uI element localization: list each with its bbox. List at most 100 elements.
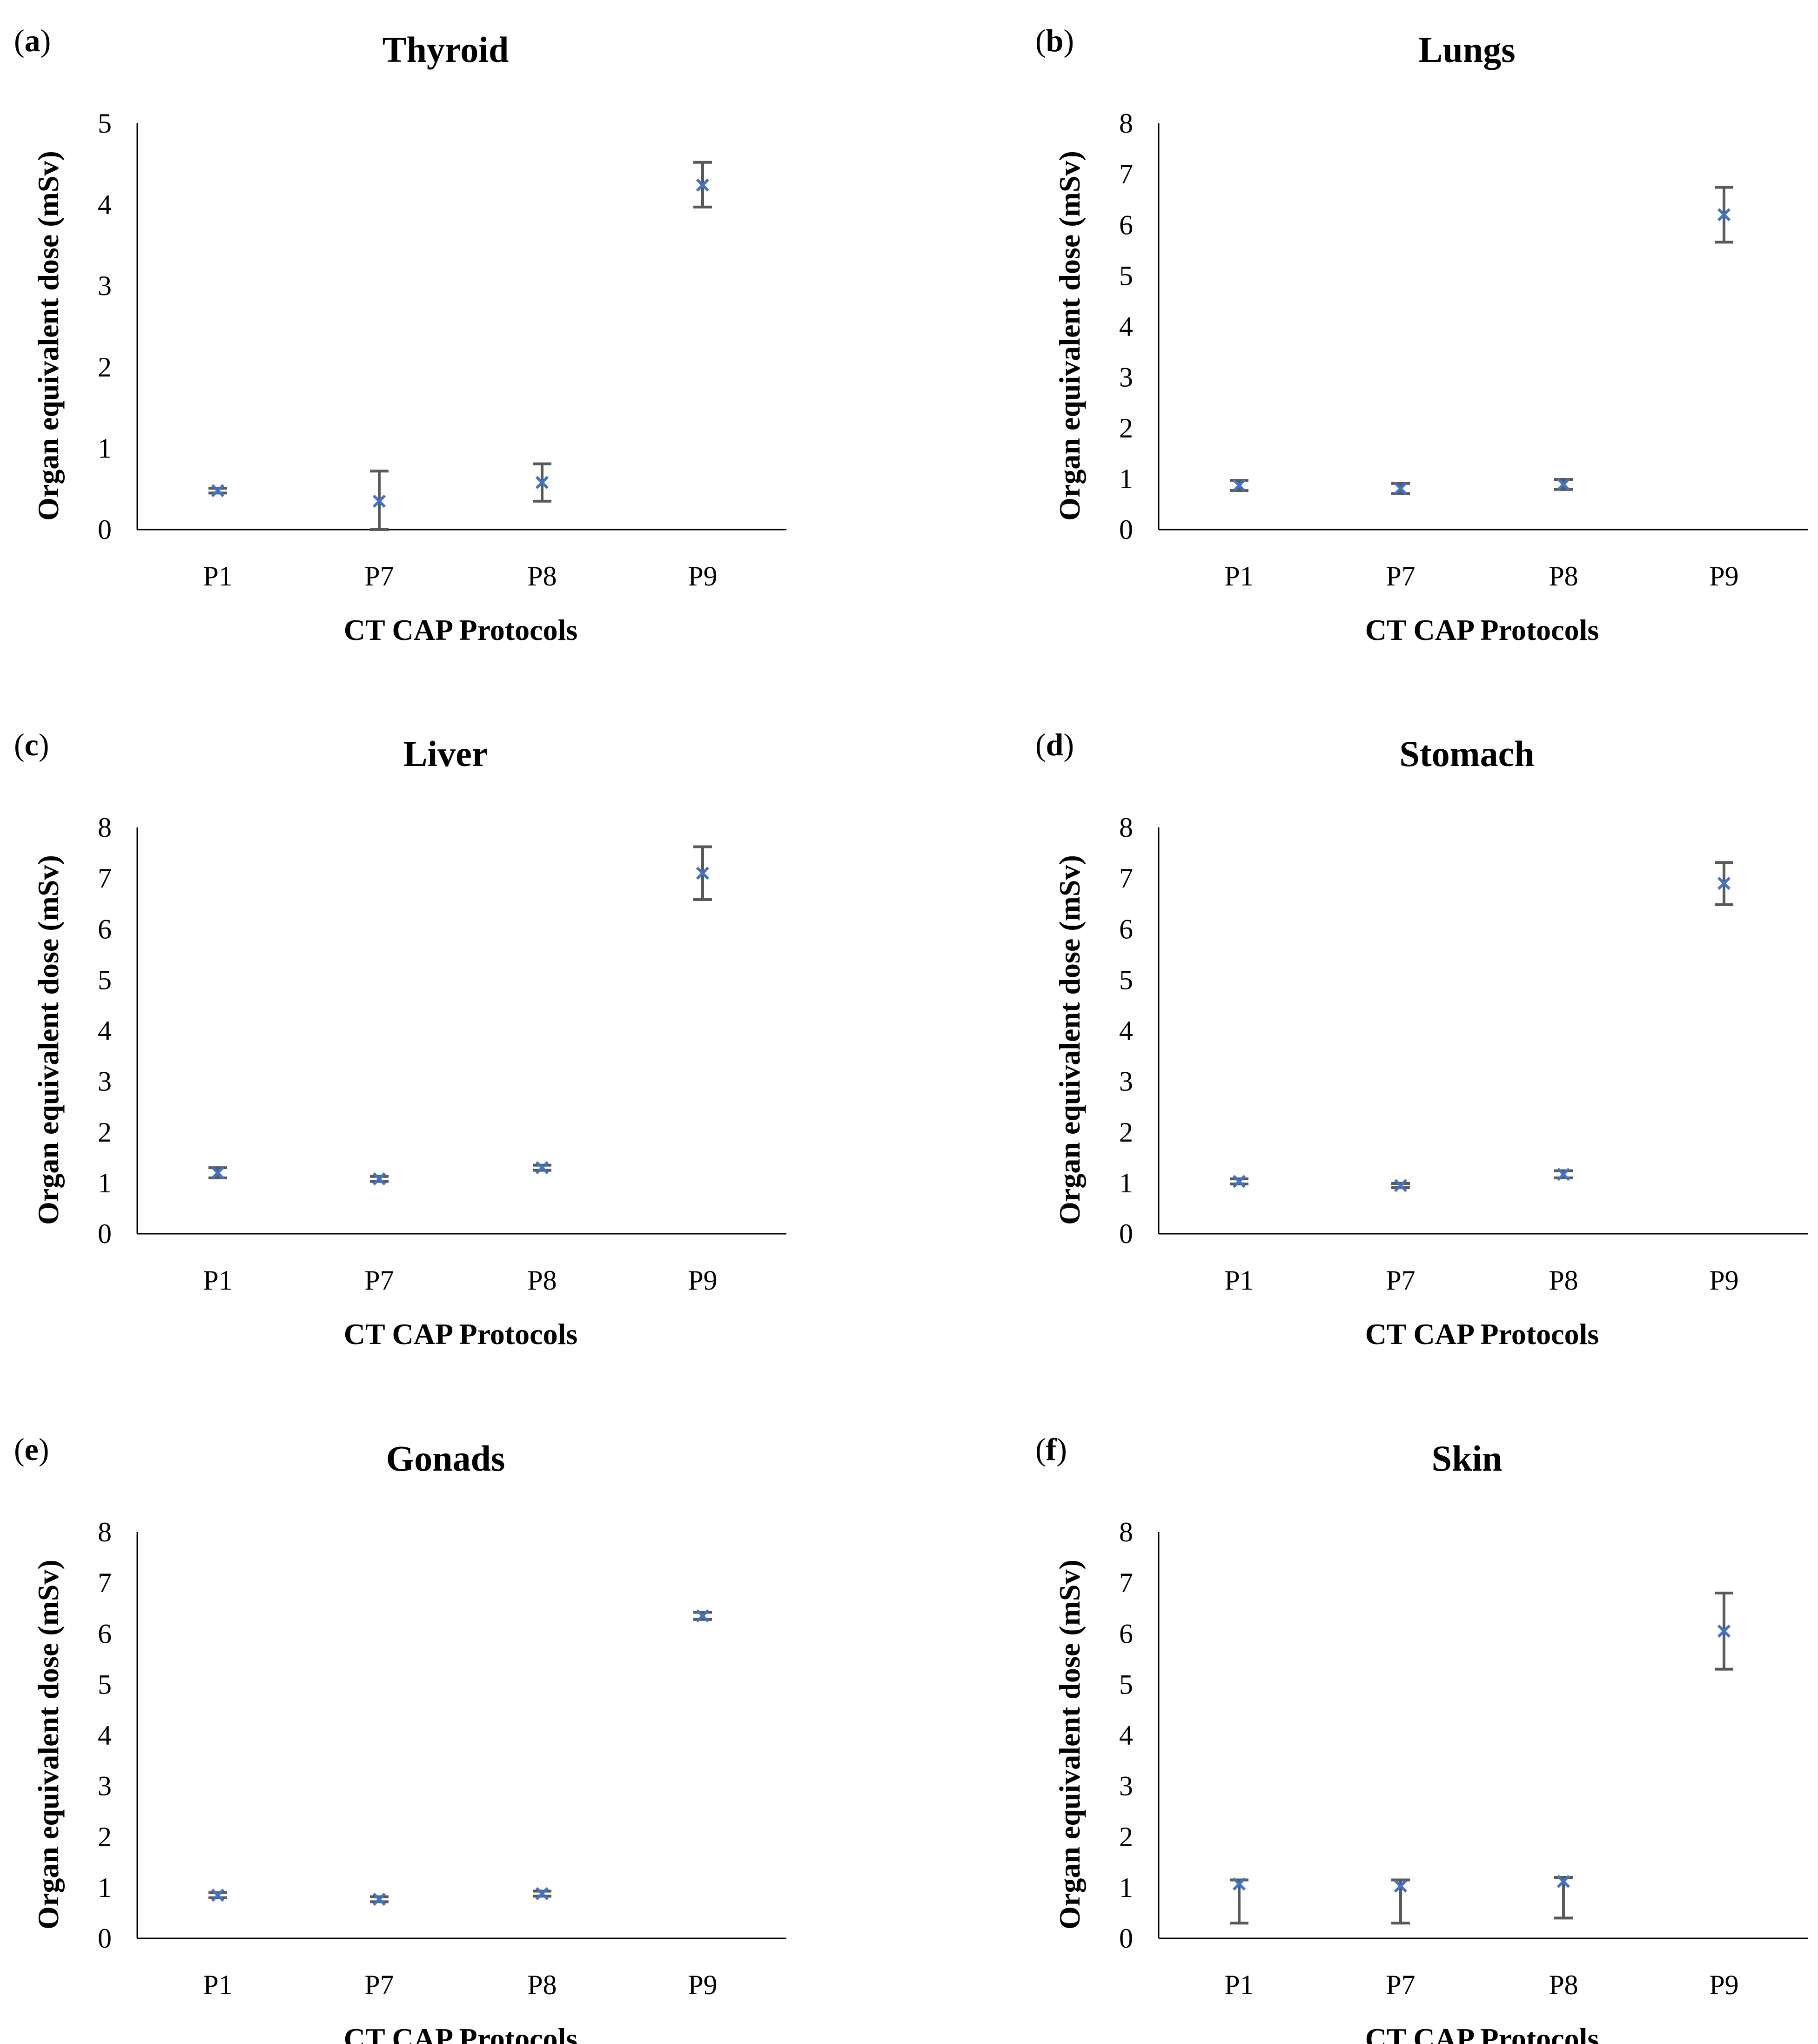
y-tick-label: 6: [1119, 914, 1133, 944]
x-axis-label: CT CAP Protocols: [1365, 2022, 1599, 2044]
y-tick-label: 5: [98, 964, 112, 995]
panel-label: (b): [1035, 23, 1074, 58]
y-tick-label: 1: [1119, 1872, 1133, 1903]
data-point-p9: [696, 867, 710, 880]
x-tick-label: P1: [203, 1265, 232, 1296]
x-tick-label: P9: [1709, 561, 1738, 592]
x-tick-label: P9: [688, 1970, 717, 2000]
data-point-p8: [535, 1161, 549, 1175]
chart-title: Stomach: [1399, 733, 1534, 774]
y-tick-label: 2: [1119, 1117, 1133, 1148]
marker-stroke: [1556, 1875, 1570, 1888]
y-tick-label: 5: [1119, 1669, 1133, 1700]
y-tick-label: 2: [98, 1822, 112, 1852]
data-point-p9: [696, 1609, 710, 1623]
y-tick-label: 3: [1119, 362, 1133, 393]
marker-stroke: [535, 476, 549, 489]
y-tick-label: 8: [98, 1517, 112, 1547]
y-axis-label: Organ equivalent dose (mSv): [32, 1560, 65, 1930]
x-tick-label: P8: [527, 1970, 557, 2000]
y-tick-label: 1: [1119, 464, 1133, 494]
x-tick-label: P1: [203, 561, 232, 592]
y-tick-label: 4: [98, 1720, 112, 1751]
panel-label: (e): [14, 1432, 49, 1467]
y-tick-label: 2: [98, 1117, 112, 1148]
y-tick-label: 8: [98, 812, 112, 843]
marker-stroke: [696, 1609, 710, 1623]
x-tick-label: P8: [1549, 561, 1578, 592]
marker-stroke: [696, 867, 710, 880]
y-tick-label: 0: [98, 1923, 112, 1954]
y-axis-label: Organ equivalent dose (mSv): [1053, 151, 1086, 521]
panel-label: (f): [1035, 1432, 1067, 1467]
data-point-p7: [1394, 1879, 1408, 1893]
y-tick-label: 1: [98, 433, 112, 464]
y-tick-label: 6: [1119, 1618, 1133, 1649]
x-tick-label: P7: [364, 1265, 394, 1296]
y-tick-label: 4: [1119, 1015, 1133, 1046]
y-tick-label: 3: [98, 1771, 112, 1802]
chart-panel-a: (a) Thyroid 0 1 2 3 4 5 P1 P7 P8 P9 CT CAP Protocols…: [14, 23, 786, 646]
x-axis-label: CT CAP Protocols: [344, 2022, 578, 2044]
data-point-p1: [211, 1889, 225, 1902]
y-axis-label: Organ equivalent dose (mSv): [1053, 855, 1086, 1225]
y-tick-label: 5: [98, 108, 112, 139]
y-tick-label: 1: [1119, 1168, 1133, 1198]
y-tick-label: 1: [98, 1872, 112, 1903]
y-tick-label: 4: [98, 189, 112, 220]
x-tick-label: P7: [1386, 1970, 1415, 2000]
data-point-p1: [1232, 1175, 1246, 1188]
chart-panel-b: (b) Lungs 0 1 2 3 4 5 6 7 8 P1 P7 P8 P9 CT CAP Protocol…: [1035, 23, 1808, 646]
x-tick-label: P8: [1549, 1970, 1578, 2000]
y-tick-label: 8: [1119, 812, 1133, 843]
x-tick-label: P9: [1709, 1265, 1738, 1296]
data-point-p7: [1394, 482, 1408, 495]
y-tick-label: 2: [98, 352, 112, 383]
x-tick-label: P1: [203, 1970, 232, 2000]
y-tick-label: 6: [98, 1618, 112, 1649]
y-tick-label: 3: [1119, 1771, 1133, 1802]
y-tick-label: 4: [1119, 1720, 1133, 1751]
y-tick-label: 5: [1119, 964, 1133, 995]
y-tick-label: 6: [1119, 209, 1133, 240]
y-tick-label: 4: [98, 1015, 112, 1046]
y-tick-label: 0: [98, 1218, 112, 1249]
y-tick-label: 7: [1119, 1567, 1133, 1598]
data-point-p9: [1717, 1624, 1731, 1638]
data-point-p8: [1556, 477, 1570, 491]
chart-panel-f: (f) Skin 0 1 2 3 4 5 6 7 8 P1 P7 P8 P9 CT CAP Protocols…: [1035, 1432, 1808, 2044]
data-point-p1: [211, 1166, 225, 1180]
y-tick-label: 3: [98, 1066, 112, 1097]
chart-title: Skin: [1432, 1438, 1503, 1479]
marker-stroke: [1717, 208, 1731, 222]
y-tick-label: 0: [98, 514, 112, 545]
marker-stroke: [1232, 1877, 1246, 1891]
x-axis-label: CT CAP Protocols: [344, 613, 578, 646]
marker-stroke: [372, 1892, 386, 1906]
x-tick-label: P7: [1386, 1265, 1415, 1296]
panel-label: (a): [14, 23, 51, 58]
y-tick-label: 5: [1119, 260, 1133, 291]
data-point-p7: [1394, 1179, 1408, 1192]
x-tick-label: P8: [527, 561, 557, 592]
x-axis-label: CT CAP Protocols: [344, 1318, 578, 1351]
y-tick-label: 0: [1119, 1923, 1133, 1954]
panel-label: (d): [1035, 727, 1074, 762]
marker-stroke: [1556, 1168, 1570, 1181]
y-tick-label: 8: [1119, 108, 1133, 139]
chart-panel-d: (d) Stomach 0 1 2 3 4 5 6 7 8 P1 P7 P8 P9 CT CAP Protoc…: [1035, 727, 1808, 1351]
y-tick-label: 2: [1119, 1822, 1133, 1852]
x-tick-label: P8: [527, 1265, 557, 1296]
chart-panel-c: (c) Liver 0 1 2 3 4 5 6 7 8 P1 P7 P8 P9 CT CAP Protocol…: [14, 727, 786, 1351]
data-point-p9: [1717, 208, 1731, 222]
x-tick-label: P1: [1224, 561, 1254, 592]
marker-stroke: [211, 484, 225, 498]
x-tick-label: P9: [1709, 1970, 1738, 2000]
x-axis-label: CT CAP Protocols: [1365, 613, 1599, 646]
data-point-p7: [372, 1172, 386, 1186]
y-tick-label: 7: [1119, 159, 1133, 189]
x-tick-label: P9: [688, 561, 717, 592]
marker-stroke: [372, 1172, 386, 1186]
